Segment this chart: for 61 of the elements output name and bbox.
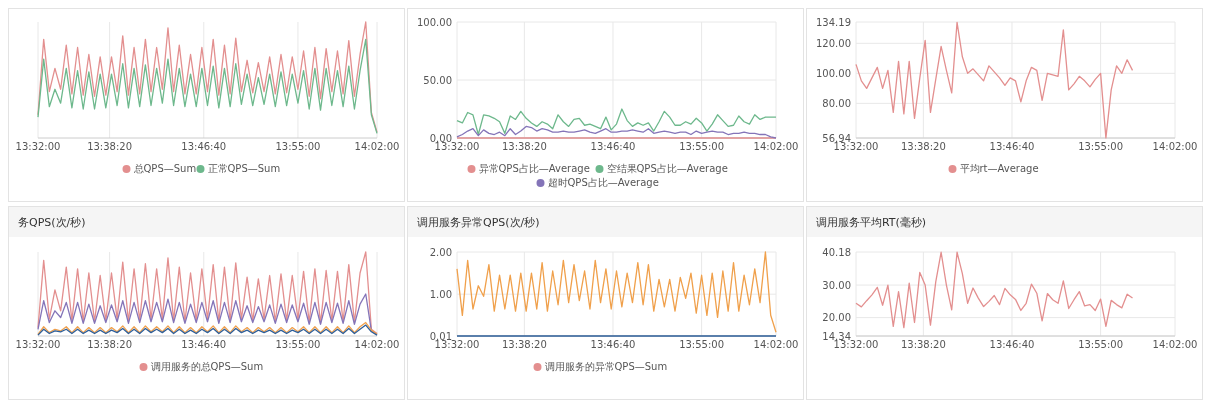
y-tick-label: 40.18 [822, 246, 851, 258]
x-tick-label: 13:38:20 [87, 141, 133, 152]
y-tick-label: 30.00 [822, 279, 851, 291]
x-tick-label: 13:46:40 [590, 339, 636, 350]
x-tick-label: 13:55:00 [275, 141, 321, 152]
y-tick-label: 134.19 [816, 16, 851, 28]
x-tick-label: 13:46:40 [989, 339, 1035, 350]
line-series [456, 125, 777, 139]
x-tick-label: 13:32:00 [833, 141, 879, 152]
legend-label: 调用服务的异常QPS—Sum [544, 361, 668, 372]
x-tick-label: 13:46:40 [590, 141, 636, 152]
y-tick-label: 0.01 [429, 330, 452, 342]
y-tick-label: 2.00 [429, 246, 452, 258]
x-tick-label: 13:38:20 [900, 141, 946, 152]
y-tick-label: 14.34 [822, 330, 851, 342]
legend-label: 异常QPS占比—Average [478, 163, 590, 174]
y-tick-label: 56.94 [822, 132, 851, 144]
y-tick-label: 100.00 [417, 16, 452, 28]
y-tick-label: 0.00 [429, 132, 452, 144]
x-tick-label: 13:32:00 [15, 141, 61, 152]
y-tick-label: 1.00 [429, 288, 452, 300]
x-tick-label: 13:32:00 [434, 339, 480, 350]
x-tick-label: 13:32:00 [833, 339, 879, 350]
legend-label: 正常QPS—Sum [207, 163, 281, 174]
y-tick-label: 120.00 [816, 37, 851, 49]
x-tick-label: 13:55:00 [679, 141, 725, 152]
legend-label: 总QPS—Sum [132, 163, 197, 174]
line-series [855, 21, 1134, 139]
x-tick-label: 13:38:20 [87, 339, 133, 350]
x-tick-label: 14:02:00 [354, 141, 400, 152]
x-tick-label: 13:38:20 [900, 339, 946, 350]
y-tick-label: 100.00 [816, 67, 851, 79]
x-tick-label: 14:02:00 [354, 339, 400, 350]
y-tick-label: 80.00 [822, 97, 851, 109]
x-tick-label: 13:55:00 [275, 339, 321, 350]
x-tick-label: 13:46:40 [989, 141, 1035, 152]
x-tick-label: 13:46:40 [181, 141, 227, 152]
x-tick-label: 13:55:00 [1078, 339, 1124, 350]
chart-title: 调用服务异常QPS(次/秒) [417, 216, 540, 229]
legend-label: 超时QPS占比—Average [547, 177, 659, 188]
x-tick-label: 14:02:00 [1152, 339, 1198, 350]
y-tick-label: 50.00 [423, 74, 452, 86]
x-tick-label: 13:38:20 [501, 339, 547, 350]
line-series [456, 108, 777, 136]
x-tick-label: 14:02:00 [1152, 141, 1198, 152]
chart-title: 务QPS(次/秒) [18, 216, 86, 229]
legend-label: 空结果QPS占比—Average [606, 163, 728, 174]
chart-title: 调用服务平均RT(毫秒) [816, 216, 927, 229]
x-tick-label: 13:32:00 [15, 339, 61, 350]
line-series [855, 251, 1134, 329]
line-series [456, 251, 777, 333]
x-tick-label: 14:02:00 [753, 339, 799, 350]
x-tick-label: 13:38:20 [501, 141, 547, 152]
x-tick-label: 13:55:00 [679, 339, 725, 350]
x-tick-label: 13:46:40 [181, 339, 227, 350]
x-tick-label: 13:32:00 [434, 141, 480, 152]
legend-label: 平均rt—Average [959, 163, 1039, 174]
x-tick-label: 13:55:00 [1078, 141, 1124, 152]
y-tick-label: 20.00 [822, 312, 851, 324]
x-tick-label: 14:02:00 [753, 141, 799, 152]
legend-label: 调用服务的总QPS—Sum [150, 361, 264, 372]
